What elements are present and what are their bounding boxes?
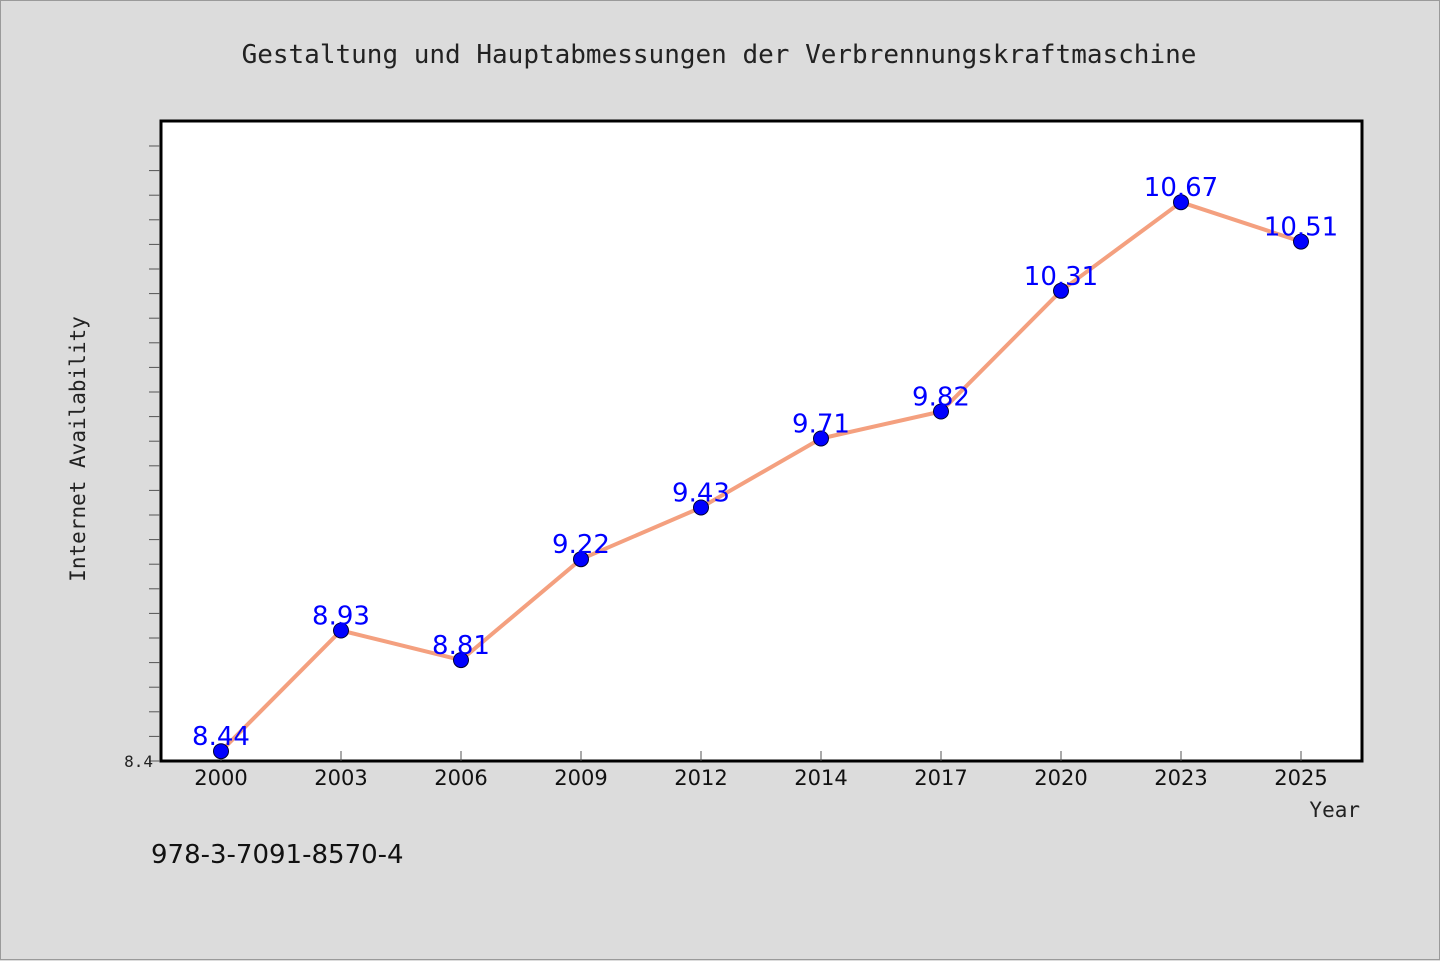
- data-point: [453, 652, 469, 669]
- data-label: 9.71: [792, 410, 850, 440]
- data-label: 9.43: [672, 479, 730, 509]
- data-label: 10.51: [1264, 213, 1338, 243]
- data-label: 8.81: [432, 631, 490, 661]
- data-point: [333, 622, 349, 639]
- chart-title: Gestaltung und Hauptabmessungen der Verb…: [242, 40, 1197, 70]
- x-tick-label: 2000: [194, 766, 247, 790]
- data-label: 9.22: [552, 530, 610, 560]
- data-label: 10.67: [1144, 173, 1218, 203]
- data-point: [693, 499, 709, 516]
- x-tick-label: 2017: [914, 766, 967, 790]
- x-tick-label: 2023: [1154, 766, 1207, 790]
- isbn-text: 978-3-7091-8570-4: [151, 840, 404, 870]
- y-axis-label: Internet Availability: [66, 316, 90, 582]
- data-label-group: 8.44 8.93 8.81 9.22 9.43 9.71 9.82 10.31 10.67 10…: [192, 173, 1338, 752]
- data-point: [813, 430, 829, 447]
- data-point: [573, 551, 589, 568]
- data-point: [1173, 194, 1189, 211]
- series-line: [219, 200, 1303, 754]
- x-tick-label: 2003: [314, 766, 367, 790]
- data-point: [213, 743, 229, 760]
- y-tick-label: 8.4: [124, 752, 153, 771]
- y-axis-ticks: 8.4: [124, 145, 160, 771]
- data-point: [1293, 233, 1309, 250]
- x-tick-label: 2009: [554, 766, 607, 790]
- x-tick-label: 2020: [1034, 766, 1087, 790]
- x-axis-ticks: 2000 2003 2006 2009 2012 2014 2017 2020 2023 2025: [194, 751, 1328, 790]
- x-tick-label: 2006: [434, 766, 487, 790]
- data-label: 8.93: [312, 602, 370, 632]
- data-label: 10.31: [1024, 262, 1098, 292]
- data-point: [1053, 282, 1069, 299]
- series-line-group: [213, 194, 1309, 760]
- x-tick-label: 2014: [794, 766, 847, 790]
- x-tick-label: 2025: [1274, 766, 1327, 790]
- data-label: 9.82: [912, 383, 970, 413]
- data-point: [933, 403, 949, 420]
- x-axis-label: Year: [1309, 798, 1360, 822]
- data-label: 8.44: [192, 722, 250, 752]
- x-tick-label: 2012: [674, 766, 727, 790]
- plot-area: [159, 119, 1364, 763]
